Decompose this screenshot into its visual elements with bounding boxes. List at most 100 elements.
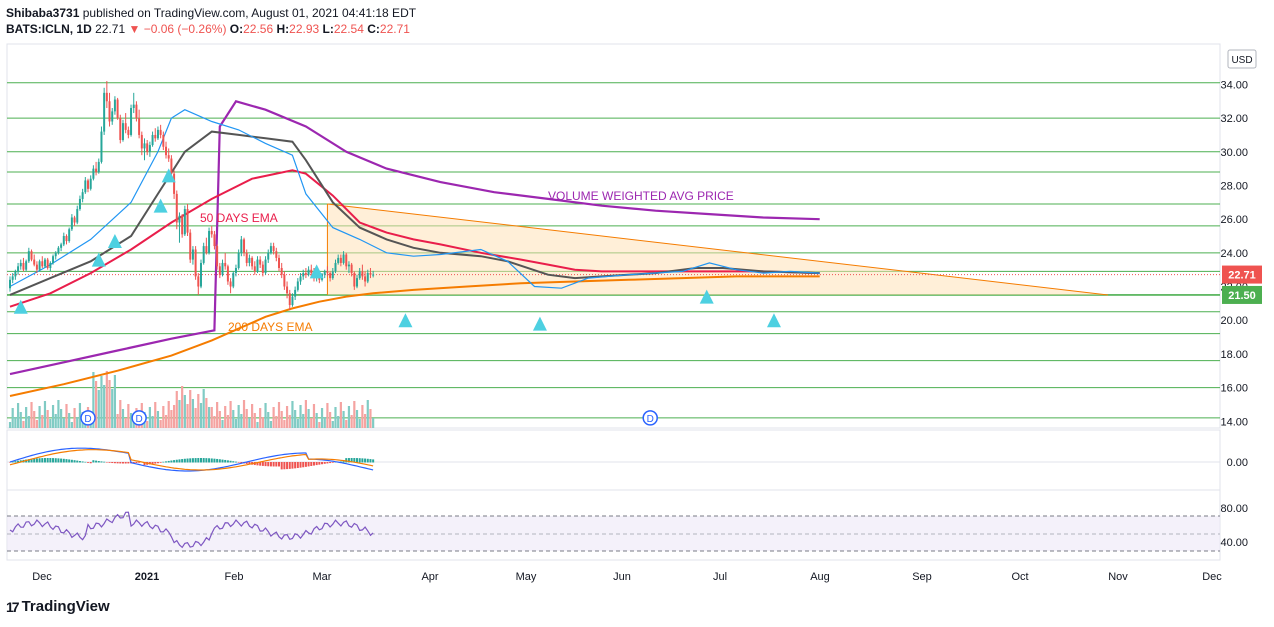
volume-bar [318, 422, 321, 428]
candle [194, 246, 197, 280]
candle-body [358, 271, 361, 279]
candle [89, 175, 92, 191]
x-axis-tick-label: Feb [225, 571, 244, 583]
volume-bar [100, 376, 103, 428]
x-axis-tick-label: 2021 [135, 571, 159, 583]
macd-histogram-bar [331, 462, 334, 463]
candle-body [299, 276, 302, 282]
macd-histogram-bar [210, 458, 213, 463]
macd-histogram-bar [100, 461, 103, 463]
candle-body [253, 266, 256, 272]
candle [76, 205, 79, 225]
support-badge-box [1222, 285, 1262, 304]
macd-histogram-bar [369, 459, 372, 463]
candle-body [95, 168, 98, 172]
macd-histogram-bar [245, 462, 248, 464]
y-axis-tick-label: 34.00 [1220, 79, 1248, 91]
candle-body [52, 256, 55, 263]
candle [25, 259, 28, 272]
volume-bar [116, 414, 119, 428]
candle [173, 170, 176, 199]
volume-bar [62, 418, 65, 428]
candle-body [369, 273, 372, 275]
tradingview-logo-icon: 17 [6, 598, 20, 615]
candle-body [234, 268, 237, 274]
candle [121, 119, 124, 142]
candle [342, 251, 345, 265]
candle [17, 262, 20, 275]
volume-bar [11, 408, 14, 428]
volume-bar [156, 411, 160, 428]
candle-body [294, 289, 297, 297]
signal-triangle-marker [91, 252, 106, 267]
candle-body [347, 264, 350, 267]
volume-bar [46, 410, 49, 428]
currency-badge: USD [1227, 49, 1257, 69]
candle [199, 259, 202, 289]
volume-bar [363, 414, 367, 428]
candle-body [124, 123, 127, 130]
macd-histogram-bar [358, 458, 361, 463]
close-label: C: [367, 22, 380, 36]
candle [70, 214, 73, 231]
candle-body [151, 134, 154, 146]
candle-body [111, 111, 114, 122]
volume-bar [8, 422, 12, 428]
candle [148, 141, 151, 157]
signal-triangle-marker [13, 299, 28, 314]
candle [154, 128, 157, 142]
candle-body [103, 92, 106, 132]
candle [272, 242, 275, 255]
macd-histogram-bar [30, 458, 33, 463]
macd-histogram-bar [62, 458, 65, 463]
candle-body [27, 251, 30, 262]
high-label: H: [276, 22, 290, 36]
symbol[interactable]: BATS:ICLN, 1D [6, 22, 92, 36]
volume-bar [148, 407, 151, 428]
candle [62, 232, 65, 247]
volume-bar [54, 414, 57, 428]
macd-histogram-bar [232, 461, 235, 463]
volume-bar [224, 406, 227, 428]
candle [103, 87, 106, 135]
macd-histogram-bar [294, 462, 297, 469]
volume-bar [159, 420, 162, 428]
candle-body [19, 262, 22, 267]
last-price-badge-box [1222, 265, 1262, 284]
macd-histogram-bar [347, 458, 350, 463]
macd-histogram-bar [264, 462, 267, 467]
macd-histogram-bar [312, 462, 315, 466]
volume-bar [248, 418, 251, 428]
candle [278, 254, 280, 272]
candle [366, 269, 369, 284]
candle [100, 126, 103, 164]
macd-histogram-bar [364, 458, 367, 463]
volume-bar [199, 403, 203, 428]
candle [299, 273, 302, 285]
candle-body [302, 273, 305, 277]
candle-body [89, 178, 92, 189]
author-name[interactable]: Shibaba3731 [6, 6, 80, 20]
volume-bar [320, 408, 324, 428]
volume-bar [172, 405, 176, 428]
tradingview-brand[interactable]: 17 TradingView [6, 598, 110, 615]
macd-histogram-bar [49, 458, 52, 463]
candle [286, 281, 289, 299]
candle [302, 269, 305, 280]
y-axis-tick-label: 20.00 [1220, 315, 1248, 327]
volume-bar [285, 406, 289, 428]
candle-body [199, 262, 202, 287]
macd-histogram-bar [291, 462, 294, 469]
macd-histogram-bar [261, 462, 264, 466]
volume-bar [70, 422, 73, 428]
candle [11, 273, 14, 284]
macd-histogram-bar [116, 462, 119, 464]
last-price-badge: 22.71 [1222, 265, 1262, 284]
candle-body [65, 236, 68, 242]
volume-bar [92, 372, 95, 428]
candle-body [269, 246, 272, 253]
volume-bar [121, 409, 125, 428]
candle-body [105, 92, 108, 102]
macd-histogram-bar [339, 461, 342, 463]
